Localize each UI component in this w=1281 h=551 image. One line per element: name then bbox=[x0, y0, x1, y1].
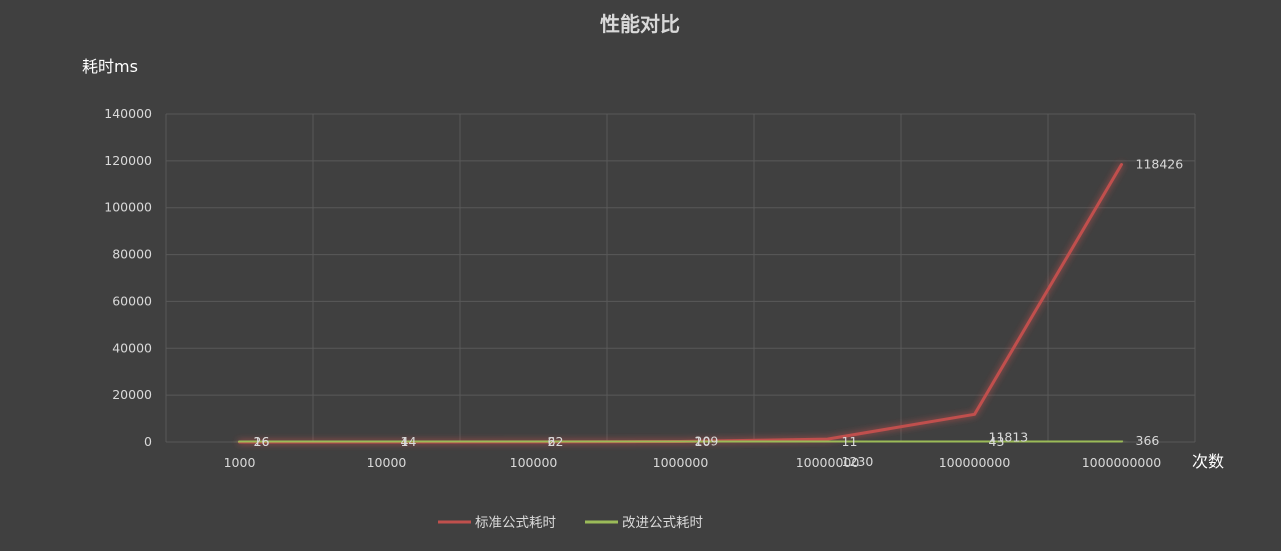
data-label: 366 bbox=[1136, 433, 1160, 448]
data-label: 1230 bbox=[842, 454, 874, 469]
y-tick-label: 80000 bbox=[112, 247, 152, 262]
y-tick-label: 140000 bbox=[104, 106, 152, 121]
y-tick-label: 100000 bbox=[104, 200, 152, 215]
series-line-2 bbox=[238, 439, 1123, 444]
data-label: 4 bbox=[401, 434, 409, 449]
y-tick-label: 40000 bbox=[112, 340, 152, 355]
y-axis-title: 耗时ms bbox=[82, 57, 138, 76]
x-axis-title: 次数 bbox=[1192, 452, 1224, 471]
data-label: 2 bbox=[548, 434, 556, 449]
y-tick-label: 120000 bbox=[104, 153, 152, 168]
legend[interactable]: 标准公式耗时 改进公式耗时 bbox=[438, 515, 703, 531]
data-label: 26 bbox=[254, 434, 270, 449]
data-label: 209 bbox=[695, 434, 719, 449]
y-tick-label: 60000 bbox=[112, 293, 152, 308]
y-tick-label: 20000 bbox=[112, 387, 152, 402]
x-tick-label: 1000000 bbox=[653, 455, 709, 470]
x-axis-ticks: 1000 10000 100000 1000000 10000000 100000000 1… bbox=[224, 455, 1162, 470]
y-axis-ticks: 0 20000 40000 60000 80000 100000 120000 140000 bbox=[104, 106, 152, 449]
legend-label[interactable]: 改进公式耗时 bbox=[622, 515, 703, 531]
x-tick-label: 1000 bbox=[224, 455, 256, 470]
x-tick-label: 10000 bbox=[367, 455, 407, 470]
x-tick-label: 100000 bbox=[510, 455, 558, 470]
gridlines bbox=[165, 113, 1196, 443]
chart-title: 性能对比 bbox=[600, 12, 680, 36]
y-tick-label: 0 bbox=[144, 434, 152, 449]
data-label: 11 bbox=[842, 434, 858, 449]
data-label: 10 bbox=[695, 434, 711, 449]
series-line-1 bbox=[238, 163, 1123, 444]
data-label: 16 bbox=[254, 434, 270, 449]
x-tick-label: 10000000 bbox=[796, 455, 860, 470]
data-label: 62 bbox=[548, 434, 564, 449]
data-label: 14 bbox=[401, 434, 417, 449]
x-tick-label: 1000000000 bbox=[1082, 455, 1162, 470]
data-labels: 16 14 62 209 1230 11813 118426 26 4 2 10 11 43 366 bbox=[254, 157, 1184, 470]
data-label: 118426 bbox=[1136, 157, 1184, 172]
series-lines bbox=[238, 163, 1123, 444]
legend-label[interactable]: 标准公式耗时 bbox=[475, 515, 556, 531]
data-label: 11813 bbox=[989, 429, 1029, 444]
data-label: 43 bbox=[989, 434, 1005, 449]
x-tick-label: 100000000 bbox=[939, 455, 1011, 470]
